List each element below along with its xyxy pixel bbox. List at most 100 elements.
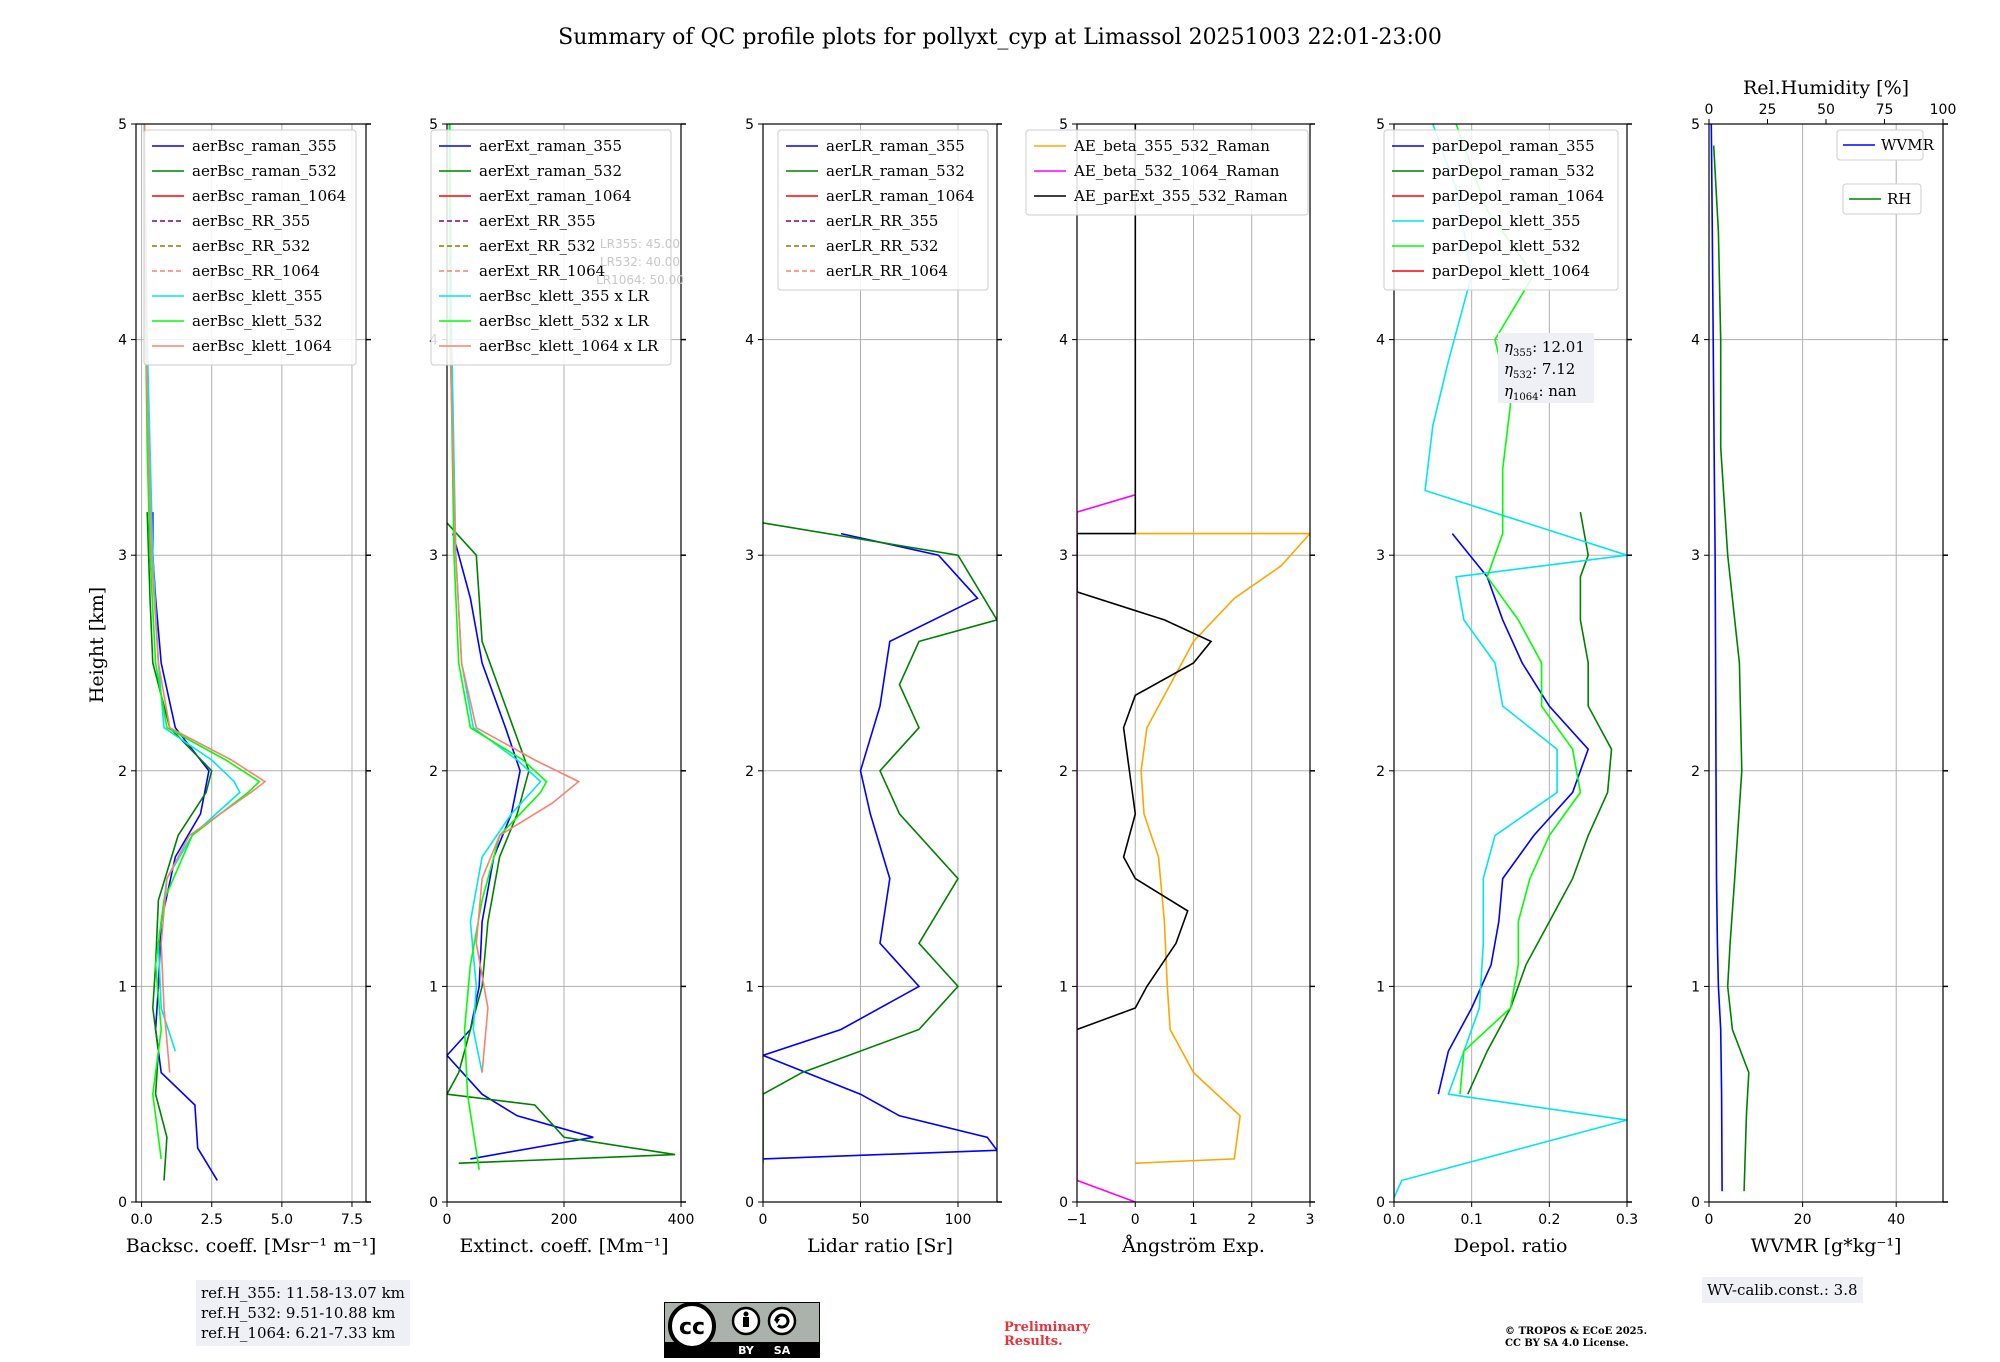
legend-entry: aerExt_RR_1064 [479,262,605,280]
x-axis-label-angstrom: Ångström Exp. [1121,1235,1265,1257]
series-parDepol_klett_532 [1455,124,1582,1095]
y-tick-label: 5 [1376,117,1385,133]
x-tick-label: 2.5 [201,1212,223,1228]
top-x-tick-label: 75 [1876,102,1894,118]
y-tick-label: 1 [118,979,127,995]
y-tick-label: 2 [118,764,127,780]
x-tick-label: 40 [1887,1212,1905,1228]
panel-backscatter: 0.0 2.5 5.0 7.5 0 1 2 3 4 5 Backsc. coeff. [Msr⁻¹ … [118,117,376,1257]
y-tick-label: 1 [1691,979,1700,995]
legend-entry: aerExt_RR_532 [479,237,596,255]
x-tick-label: 0 [759,1212,768,1228]
lr-note: LR1064: 50.00 [596,273,684,287]
y-tick-label: 4 [1691,333,1700,349]
legend-entry: aerExt_raman_355 [479,137,622,155]
series-AE_beta_532_1064_Raman [1077,494,1136,1202]
x-tick-label: 0.0 [130,1212,152,1228]
y-tick-label: 5 [745,117,754,133]
y-tick-label: 5 [118,117,127,133]
series-parDepol_klett_355 [1394,124,1627,1199]
legend-angstrom: AE_beta_355_532_Raman AE_beta_532_1064_Ra… [1025,129,1309,216]
legend-lidar_ratio: aerLR_raman_355 aerLR_raman_532 aerLR_rama… [777,129,989,291]
legend-backscatter: aerBsc_raman_355 aerBsc_raman_532 aerBsc_r… [143,129,357,366]
y-tick-label: 0 [1691,1195,1700,1211]
series-aerBsc_klett_532 x LR [448,124,548,1170]
series-WVMR [1710,124,1723,1192]
x-axis-label-depol: Depol. ratio [1454,1235,1568,1257]
legend-entry: aerBsc_klett_1064 [192,337,332,355]
y-tick-label: 3 [1059,548,1068,564]
ref-height-355: ref.H_355: 11.58-13.07 km [201,1284,405,1302]
figure-title: Summary of QC profile plots for pollyxt_… [558,25,1442,50]
y-tick-label: 4 [118,333,127,349]
axes-frame [762,123,998,1203]
legend-entry: aerLR_raman_355 [826,137,965,155]
preliminary-line-1: Preliminary [1004,1320,1090,1335]
y-tick-label: 0 [118,1195,127,1211]
legend-entry: WVMR [1881,136,1935,154]
ref-height-532: ref.H_532: 9.51-10.88 km [201,1304,396,1322]
panel-wvmr: 0 20 40 0 1 2 3 4 5 WVMR [g*kg⁻¹] 0 25 50 75 100 Rel.Hu… [1691,77,1956,1257]
y-tick-label: 2 [429,764,438,780]
legend-entry: aerBsc_RR_532 [192,237,310,255]
y-tick-label: 3 [429,548,438,564]
y-tick-label: 1 [1059,979,1068,995]
wv-calib-text: WV-calib.const.: 3.8 [1707,1281,1858,1299]
wv-calib-box: WV-calib.const.: 3.8 [1702,1277,1863,1303]
y-tick-label: 2 [1691,764,1700,780]
x-axis-label-backscatter: Backsc. coeff. [Msr⁻¹ m⁻¹] [126,1235,377,1257]
legend-entry: aerExt_raman_532 [479,162,622,180]
series-parDepol_raman_355 [1437,533,1590,1095]
y-tick-label: 1 [1376,979,1385,995]
x-tick-label: 100 [945,1212,972,1228]
axes-frame [1393,123,1628,1203]
panel-lidar_ratio: 0 50 100 0 1 2 3 4 5 Lidar ratio [Sr] aerLR_raman_… [745,117,1002,1257]
y-tick-label: 5 [1059,117,1068,133]
top-x-tick-label: 25 [1759,102,1777,118]
y-tick-label: 5 [429,117,438,133]
y-tick-label: 3 [745,548,754,564]
legend-entry: RH [1887,190,1911,208]
y-tick-label: 4 [1059,333,1068,349]
series-AE_parExt_355_532_Raman [1077,124,1213,1031]
series-aerExt_raman_355 [447,533,594,1160]
legend-entry: aerBsc_klett_1064 x LR [479,337,659,355]
ref-height-1064: ref.H_1064: 6.21-7.33 km [201,1324,396,1342]
eta-value: η1064: nan [1504,382,1577,403]
y-tick-label: 0 [1059,1195,1068,1211]
x-tick-label: 7.5 [341,1212,363,1228]
y-tick-label: 1 [745,979,754,995]
x-axis-label-wvmr: WVMR [g*kg⁻¹] [1751,1235,1902,1257]
series-AE_beta_355_532_Raman [1135,532,1310,1164]
eta-value: η355: 12.01 [1504,338,1585,359]
legend-entry: parDepol_raman_355 [1432,137,1595,155]
x-tick-label: 400 [668,1212,695,1228]
copyright-note: © TROPOS & ECoE 2025. CC BY SA 4.0 Licen… [1505,1326,1647,1350]
eta-value: η532: 7.12 [1504,360,1575,381]
y-tick-label: 0 [1376,1195,1385,1211]
legend-entry: parDepol_raman_1064 [1432,187,1604,205]
x-tick-label: 200 [551,1212,578,1228]
legend-entry: aerBsc_raman_1064 [192,187,346,205]
preliminary-note: Preliminary Results. [1004,1321,1090,1349]
legend-entry: parDepol_raman_532 [1432,162,1595,180]
svg-text:cc: cc [679,1315,705,1340]
axes-frame [1708,123,1944,1203]
legend-entry: aerBsc_klett_532 x LR [479,312,650,330]
lr-note: LR355: 45.00 [600,237,680,251]
x-tick-label: 0.3 [1616,1212,1638,1228]
legend-entry: aerLR_raman_1064 [826,187,974,205]
x-tick-label: 0 [1131,1212,1140,1228]
x-tick-label: 0.1 [1461,1212,1483,1228]
legend-entry: aerExt_raman_1064 [479,187,632,205]
preliminary-line-2: Results. [1004,1334,1063,1349]
legend-entry: aerBsc_klett_355 x LR [479,287,650,305]
y-tick-label: 0 [429,1195,438,1211]
x-tick-label: 1 [1189,1212,1198,1228]
legend-extinction: aerExt_raman_355 aerExt_raman_532 aerExt_r… [430,129,672,366]
x-tick-label: 20 [1794,1212,1812,1228]
legend-entry: aerBsc_klett_355 [192,287,323,305]
x-axis-label-extinction: Extinct. coeff. [Mm⁻¹] [459,1235,668,1257]
